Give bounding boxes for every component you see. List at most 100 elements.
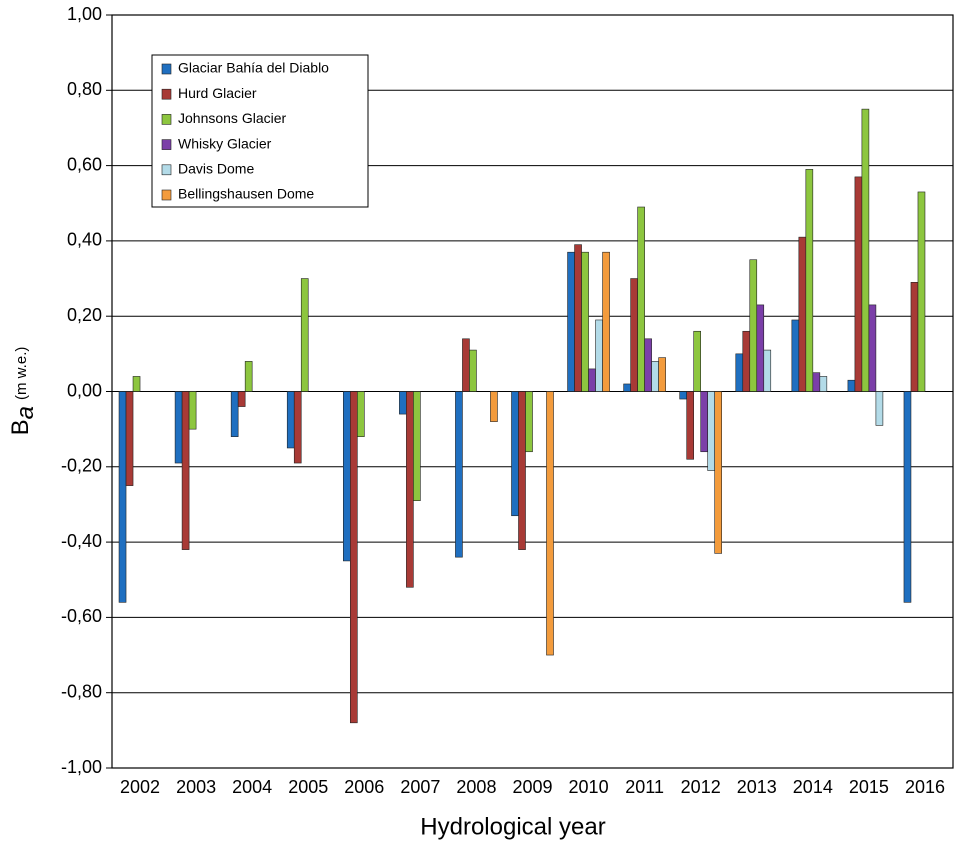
bar [861,108,870,392]
bar [181,391,190,550]
bar [462,338,470,392]
y-tick-label: 0,00 [67,380,102,400]
y-tick-label: 0,60 [67,154,102,174]
bar [630,278,638,392]
y-axis-title-sub: a [12,406,39,419]
bar [174,391,183,464]
x-tick-label: 2011 [625,777,664,797]
bar [651,361,659,392]
legend-label: Glaciar Bahía del Diablo [178,60,329,76]
y-tick-label: -0,40 [61,531,102,551]
y-tick-label: -0,80 [61,681,102,701]
bar [244,361,253,392]
legend-label: Davis Dome [178,161,254,177]
bar [595,319,603,392]
y-axis-title-main: B [7,419,34,435]
bar [349,391,358,724]
x-tick-label: 2013 [737,777,777,797]
bar [623,383,631,392]
bar [132,376,141,392]
bar [791,319,800,392]
bar [819,376,828,392]
bar [693,330,702,392]
bar [658,357,666,392]
x-tick-label: 2008 [456,777,496,797]
legend-swatch [161,88,172,100]
bar [125,391,134,486]
bar [763,349,772,392]
bar [637,206,645,392]
y-tick-label: -0,20 [61,456,102,476]
bar [903,391,912,603]
x-tick-label: 2009 [512,777,552,797]
y-tick-label: 1,00 [67,4,102,24]
legend-label: Bellingshausen Dome [178,186,314,202]
bar [511,391,519,517]
bar [875,391,884,426]
bar [118,391,127,603]
x-tick-label: 2015 [849,777,889,797]
y-tick-label: 0,20 [67,305,102,325]
bar [798,236,807,392]
x-tick-label: 2004 [232,777,272,797]
legend-swatch [161,114,172,125]
bar [581,251,589,392]
bar [356,391,365,437]
bar [679,391,688,400]
bar [644,338,652,392]
legend-label: Johnsons Glacier [178,110,287,126]
x-tick-label: 2010 [569,777,609,797]
bar [413,391,421,501]
legend-swatch [161,139,172,150]
bar [286,391,295,449]
x-tick-label: 2012 [681,777,721,797]
bar [300,278,309,392]
bar [854,176,863,392]
y-tick-label: -0,60 [61,606,102,626]
bar [812,372,821,392]
plot-border [111,14,954,769]
bar [805,169,814,392]
bar [188,391,197,430]
bar [847,379,856,392]
x-axis-title: Hydrological year [420,813,605,840]
bar [399,391,407,415]
legend-box [151,54,369,208]
y-tick-label: 0,40 [67,230,102,250]
x-tick-label: 2014 [793,777,833,797]
legend-swatch [161,164,172,176]
bar [546,391,554,656]
bar [756,304,765,392]
y-tick-label: -1,00 [61,757,102,777]
bar [230,391,239,437]
bar [237,391,246,407]
y-tick-label: 0,80 [67,79,102,99]
legend-swatch [161,189,172,201]
bar [588,368,596,392]
bar [342,391,351,562]
legend-swatch [161,63,172,75]
bar [868,304,877,392]
x-tick-label: 2003 [176,777,216,797]
bar [917,191,926,392]
bar [686,391,695,460]
bar [567,251,575,392]
bar [293,391,302,464]
bar [749,259,758,392]
bar [910,282,919,392]
bar [735,353,744,392]
bar [602,251,610,392]
bar [518,391,526,550]
bar [525,391,533,453]
x-tick-label: 2002 [120,777,160,797]
y-axis-title: Ba (m w.e.) [7,347,39,436]
bar [406,391,414,588]
x-tick-label: 2006 [344,777,384,797]
x-tick-label: 2016 [905,777,945,797]
bar [490,391,498,422]
bar [714,391,723,554]
bar [700,391,709,453]
bar [742,330,751,392]
bar [574,244,582,392]
